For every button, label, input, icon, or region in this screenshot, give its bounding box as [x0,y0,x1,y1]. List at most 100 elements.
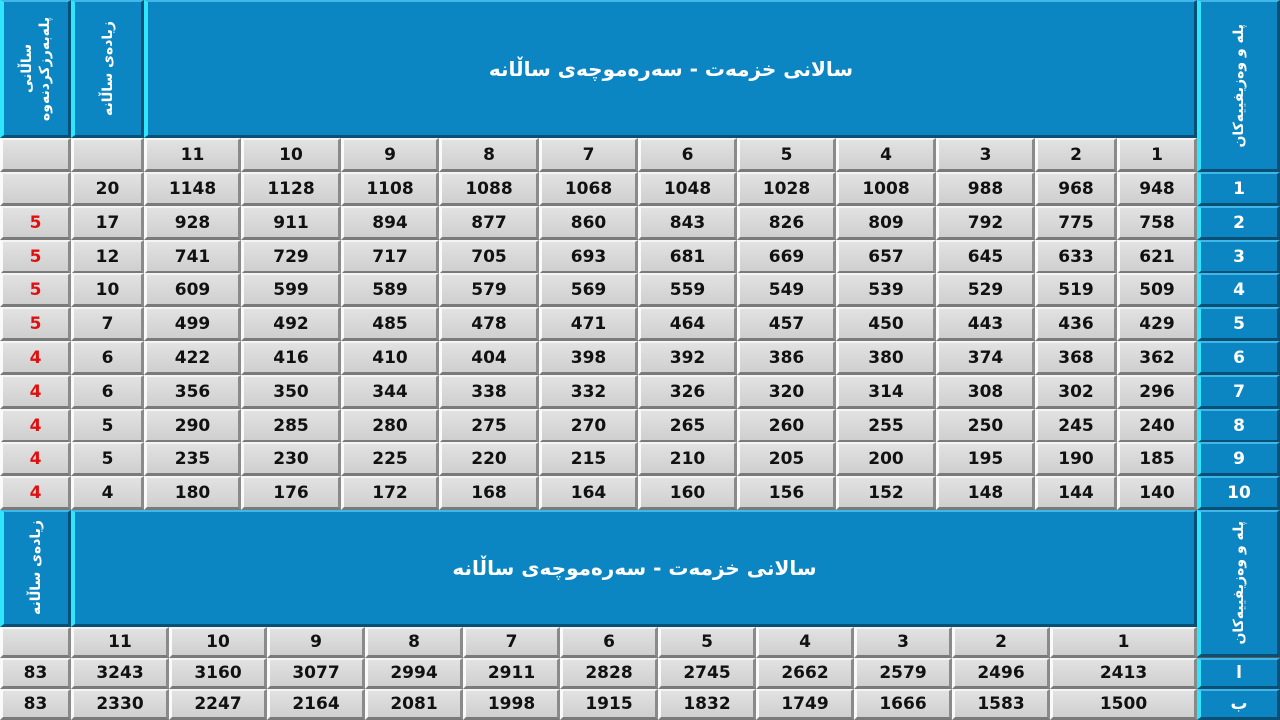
salary-cell: 928 [144,206,241,240]
salary-cell: 559 [638,273,737,307]
salary-cell-text: 877 [471,212,507,233]
bottom-salary-cell-text: 2496 [977,663,1025,683]
salary-cell-text: 245 [1058,415,1094,436]
salary-cell-text: 579 [471,279,507,300]
salary-cell: 717 [341,240,439,274]
salary-cell: 705 [439,240,539,274]
grade-label: 7 [1197,375,1280,409]
salary-cell: 296 [1117,375,1197,409]
bottom-salary-cell-text: 1666 [879,694,927,714]
renewal-years-cell: 4 [0,375,71,409]
salary-cell-text: 928 [174,212,211,233]
salary-cell-text: 948 [1139,178,1175,199]
salary-cell-text: 350 [273,381,309,402]
salary-cell-text: 988 [967,178,1004,199]
bottom-title: سالانی خزمەت - سەرەموچەی ساڵانە [71,510,1197,627]
bottom-salary-cell-text: 3243 [96,663,144,683]
bottom-annual-increase-header-text: زیادەی ساڵانە [27,520,44,616]
salary-cell-text: 210 [669,448,706,469]
bottom-salary-cell-text: 2247 [194,694,242,714]
bottom-salary-cell: 2828 [560,658,658,689]
salary-cell-text: 669 [768,246,805,267]
annual-increase-cell: 6 [71,375,144,409]
salary-cell: 160 [638,476,737,510]
bottom-salary-cell: 2662 [756,658,854,689]
salary-cell-text: 160 [669,482,706,503]
bottom-salary-cell: 1915 [560,689,658,720]
salary-cell-text: 280 [372,415,408,436]
salary-cell: 669 [737,240,836,274]
renewal-years-cell-text: 4 [29,347,42,368]
salary-cell-text: 404 [471,347,507,368]
salary-cell-text: 860 [570,212,607,233]
step-header-5-text: 5 [780,144,793,165]
salary-cell-text: 235 [174,448,211,469]
grade-label-text: 1 [1233,178,1245,199]
annual-increase-cell: 7 [71,307,144,341]
bottom-salary-cell: 2164 [267,689,365,720]
renewal-years-header: ساڵانی پلەبەرزکردنەوە [0,0,71,138]
salary-cell: 471 [539,307,638,341]
bottom-salary-cell: 2579 [854,658,952,689]
salary-cell-text: 302 [1058,381,1094,402]
step-header-6: 6 [638,138,737,172]
salary-cell-text: 172 [372,482,408,503]
salary-cell-text: 270 [570,415,607,436]
salary-cell-text: 559 [669,279,706,300]
step-header-10-text: 10 [279,144,303,165]
step-header-9-text: 9 [384,144,396,165]
bottom-salary-cell-text: 1583 [977,694,1025,714]
salary-cell-text: 911 [273,212,309,233]
salary-cell-text: 308 [967,381,1004,402]
bottom-salary-cell-text: 2662 [781,663,829,683]
grade-label-text: 8 [1233,415,1245,436]
step-header-7: 7 [539,138,638,172]
salary-cell: 826 [737,206,836,240]
salary-cell: 275 [439,409,539,443]
salary-cell-text: 200 [868,448,904,469]
bottom-step-header-3-text: 3 [897,632,909,652]
salary-cell: 529 [936,273,1035,307]
salary-cell: 392 [638,341,737,375]
salary-cell: 332 [539,375,638,409]
bottom-step-header-1-text: 1 [1117,632,1130,652]
bottom-annual-increase-cell: 83 [0,658,71,689]
salary-cell: 422 [144,341,241,375]
salary-cell-text: 338 [471,381,507,402]
salary-cell: 368 [1035,341,1117,375]
renewal-years-cell-text: 5 [29,279,42,300]
salary-cell: 176 [241,476,341,510]
salary-cell: 380 [836,341,936,375]
salary-cell-text: 717 [372,246,408,267]
salary-cell-text: 386 [768,347,805,368]
salary-cell-text: 180 [174,482,211,503]
top-title: سالانی خزمەت - سەرەموچەی ساڵانە [144,0,1197,138]
salary-cell: 509 [1117,273,1197,307]
bottom-salary-cell-text: 3077 [292,663,340,683]
bottom-salary-cell-text: 2828 [585,663,633,683]
renewal-years-cell: 5 [0,273,71,307]
salary-cell-text: 894 [372,212,408,233]
annual-increase-header-text: زیادەی ساڵانە [99,20,116,116]
grade-label: 2 [1197,206,1280,240]
annual-increase-cell: 4 [71,476,144,510]
annual-increase-header: زیادەی ساڵانە [71,0,144,138]
salary-cell-text: 290 [174,415,211,436]
salary-cell: 200 [836,442,936,476]
salary-cell-text: 693 [570,246,607,267]
bottom-salary-cell-text: 2745 [683,663,731,683]
salary-cell-text: 176 [273,482,309,503]
salary-cell: 599 [241,273,341,307]
renewal-years-cell: 4 [0,409,71,443]
bottom-grade-label-text: ب [1230,694,1248,714]
salary-cell-text: 809 [868,212,904,233]
salary-cell: 492 [241,307,341,341]
bottom-salary-cell: 1749 [756,689,854,720]
salary-cell-text: 152 [868,482,904,503]
salary-cell: 429 [1117,307,1197,341]
bottom-step-header-8-text: 8 [408,632,420,652]
step-header-1: 1 [1117,138,1197,172]
salary-cell-text: 368 [1058,347,1094,368]
salary-cell-text: 240 [1139,415,1175,436]
salary-cell: 1048 [638,172,737,206]
